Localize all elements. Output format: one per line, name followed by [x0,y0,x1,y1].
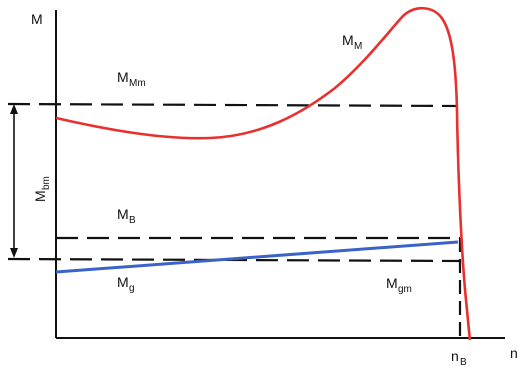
label-mg-sub: g [129,283,135,294]
label-mbm-main: M [32,190,48,202]
label-mg-main: M [117,274,129,290]
label-mmm: M Mm [117,69,146,89]
label-nb-main: n [451,348,459,364]
y-axis-label: M [31,11,43,27]
label-mgm: M gm [386,275,412,295]
label-mg: M g [117,274,135,294]
label-mm-main: M [342,32,354,48]
x-axis-label: n [510,345,518,361]
label-mgm-main: M [386,275,398,291]
load-torque-curve [55,240,459,274]
mmm-dashed-line [7,102,459,108]
motor-torque-curve [55,6,472,341]
label-mbm: M bm [32,176,52,202]
label-mm-sub: M [354,41,362,52]
label-mb-sub: B [129,215,136,226]
label-mmm-main: M [117,69,129,85]
mbm-arrowhead-bottom [10,248,18,258]
label-mmm-sub: Mm [129,78,146,89]
mbm-arrowhead-top [10,104,18,114]
label-nb: n B [451,348,467,368]
label-mb: M B [117,206,136,226]
label-nb-sub: B [460,357,467,368]
label-mbm-sub: bm [41,176,52,190]
label-mgm-sub: gm [398,284,412,295]
label-mb-main: M [117,206,129,222]
label-mm: M M [342,32,362,52]
